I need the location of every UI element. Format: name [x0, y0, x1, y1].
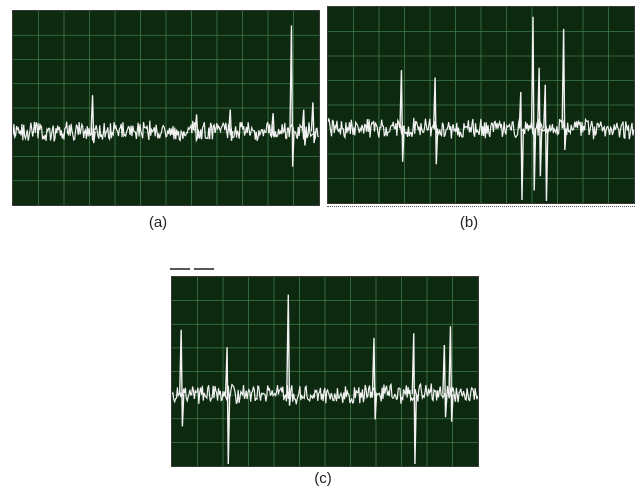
spike-b-6: [543, 84, 549, 202]
spike-c-2: [224, 347, 231, 465]
oscilloscope-panel-a: [12, 10, 320, 206]
spike-c-3: [286, 294, 292, 406]
trace-plot-c: [172, 277, 478, 466]
grid-a: [13, 11, 319, 205]
spike-c-6: [442, 344, 448, 418]
spike-b-5: [536, 67, 543, 177]
spike-c-4: [371, 337, 378, 420]
spike-b-3: [518, 92, 525, 201]
spike-a-7: [310, 102, 317, 144]
scale-mark-1: [170, 268, 190, 270]
panel-b-dotted-edge: [327, 206, 635, 207]
spike-b-2: [432, 77, 439, 165]
caption-a: (a): [148, 214, 168, 231]
oscilloscope-panel-b: [327, 6, 635, 204]
spike-a-2: [194, 114, 200, 139]
spike-a-6: [301, 109, 307, 146]
caption-c: (c): [314, 470, 332, 487]
spike-c-5: [411, 333, 418, 465]
scale-mark-2: [194, 268, 214, 270]
spike-b-7: [561, 28, 567, 151]
oscilloscope-panel-c: [171, 276, 479, 467]
grid-c: [172, 277, 478, 466]
spike-a-1: [90, 95, 96, 144]
spike-b-1: [399, 70, 405, 162]
baseline-trace-b: [328, 117, 634, 140]
baseline-trace-a: [13, 120, 319, 143]
spike-c-1: [178, 329, 185, 427]
spike-a-5: [289, 25, 295, 167]
grid-b: [328, 7, 634, 203]
trace-plot-b: [328, 7, 634, 203]
trace-plot-a: [13, 11, 319, 205]
spike-b-4: [530, 16, 537, 191]
spike-a-3: [228, 109, 234, 141]
spike-c-7: [448, 326, 454, 422]
baseline-trace-c: [172, 382, 478, 405]
spike-a-4: [270, 113, 277, 138]
caption-b: (b): [459, 214, 479, 231]
